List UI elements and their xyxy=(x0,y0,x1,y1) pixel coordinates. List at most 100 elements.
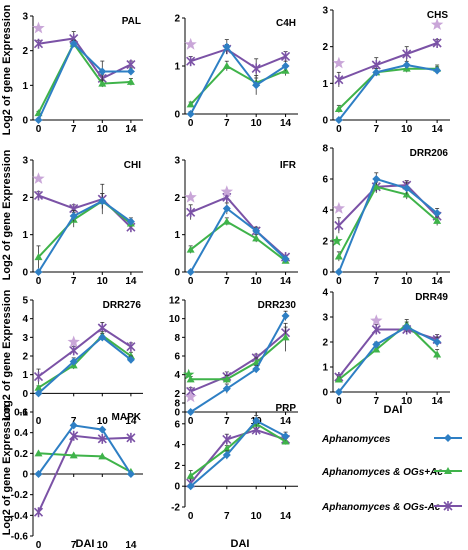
panel-drr206: 0 2 4 6 8 0 7 10 14 DRR206 xyxy=(322,144,450,287)
legend-label: Aphanomyces xyxy=(321,434,391,445)
panel-drr230-series-aphanomyces-point xyxy=(252,365,261,374)
panel-chs-series-aphanomyces-ogs-ac xyxy=(334,38,442,87)
panel-drr49-ytick-label: 1 xyxy=(322,363,328,374)
panel-drr206-series-aphanomyces-ogs-ac-point xyxy=(334,252,343,260)
panel-pal-ytick-label: 2 xyxy=(22,46,28,57)
x-axis-label: DAI xyxy=(384,404,403,416)
panel-prp-series-aphanomyces xyxy=(186,415,290,491)
panel-mapk-series-aphanomyces-ogs-ac-point xyxy=(126,432,136,443)
panel-drr49-xtick-label: 0 xyxy=(336,396,342,407)
panel-drr206-xtick-label: 14 xyxy=(432,276,444,287)
panel-c4h-series-aphanomyces-point xyxy=(186,110,195,118)
panel-mapk-ytick-label: 0 xyxy=(22,470,28,481)
panel-mapk-title: MAPK xyxy=(112,412,142,423)
panel-ifr-series-aphanomyces-point xyxy=(222,204,231,213)
panel-prp-xtick-label: 14 xyxy=(280,511,292,522)
panel-drr276-series-aphanomyces xyxy=(34,333,135,398)
panel-drr230-series-aphanomyces-line xyxy=(190,315,287,413)
panel-drr206-series-aphanomyces-ogs-ac xyxy=(334,180,442,234)
panel-c4h-series-aphanomyces-ogs-ac-line xyxy=(190,48,286,70)
panel-mapk-series-aphanomyces-ogs-ac-line xyxy=(37,434,131,513)
panel-chs-series-aphanomyces-ogs-ac-point xyxy=(334,105,343,112)
panel-drr206-series-aphanomyces-ogs-ac-point xyxy=(334,220,344,231)
panel-prp-ytick-label: 4 xyxy=(174,440,180,451)
panel-ifr-xtick-label: 14 xyxy=(280,276,292,287)
panel-c4h-xtick-label: 0 xyxy=(188,118,194,129)
panel-prp-series-aphanomyces-ogs-ac-point xyxy=(222,444,231,452)
panel-c4h-series-aphanomyces-line xyxy=(189,44,287,115)
panel-c4h-series-aphanomyces-ogs-ac-line xyxy=(189,64,286,106)
panel-drr49-ytick-label: 2 xyxy=(322,338,328,349)
panel-prp-series-aphanomyces-line xyxy=(190,419,287,487)
panel-c4h: 0 1 2 0 7 10 14 C4H xyxy=(174,14,298,129)
panel-mapk-series-aphanomyces-point xyxy=(98,425,107,434)
panel-mapk-xtick-label: 0 xyxy=(36,540,42,550)
panel-drr230-ytick-label: 12 xyxy=(169,296,181,307)
panel-chi-xtick-label: 0 xyxy=(36,276,42,287)
panel-drr230-series-aphanomyces-ogs-ac-line xyxy=(190,336,287,381)
panel-drr276-ytick-label: 1 xyxy=(22,370,28,381)
panel-ifr: 0 1 2 3 0 7 10 14 IFR xyxy=(174,156,298,287)
panel-chs-series-aphanomyces-point xyxy=(433,66,442,75)
panel-ifr-series-aphanomyces-point xyxy=(186,268,195,276)
panel-ifr-series-aphanomyces-line xyxy=(189,207,287,273)
panel-drr49-ytick-label: 0 xyxy=(322,388,328,399)
panel-c4h-series-aphanomyces-ogs-ac-point xyxy=(222,62,231,69)
panel-prp-series-aphanomyces-point xyxy=(222,451,231,459)
panel-ifr-series-aphanomyces xyxy=(186,202,290,276)
panel-drr206-xtick-label: 10 xyxy=(401,276,413,287)
panel-chs-ytick-label: 1 xyxy=(322,79,328,90)
panel-chs-series-aphanomyces-ogs-ac-point xyxy=(334,74,344,85)
panel-pal-series-aphanomyces-ogs-ac-point xyxy=(33,38,44,49)
panel-drr230-series-aphanomyces-ogs-ac-point xyxy=(222,375,231,383)
panel-mapk-xtick-label: 7 xyxy=(71,540,77,550)
panel-mapk-series-aphanomyces-ogs-ac-point xyxy=(69,451,78,459)
panel-drr230: 024681012071014DRR230 xyxy=(169,296,298,427)
panel-drr230-xtick-label: 7 xyxy=(224,416,230,427)
panel-c4h-ytick-label: 2 xyxy=(174,14,180,25)
panel-mapk-series-aphanomyces-ogs-ac xyxy=(33,430,136,518)
panel-mapk-series-aphanomyces-ogs-ac-point xyxy=(69,430,79,441)
panel-drr206-series-aphanomyces xyxy=(334,172,442,276)
panel-drr230-ytick-label: 4 xyxy=(174,370,180,381)
panel-ifr-xtick-label: 7 xyxy=(224,276,230,287)
panel-drr276-series-aphanomyces-line xyxy=(37,336,132,395)
panel-drr206-marker-aphanomyces-ogs-ac xyxy=(331,235,343,246)
panel-drr276-xtick-label: 14 xyxy=(125,416,137,427)
panel-chi-xtick-label: 7 xyxy=(71,276,77,287)
panel-pal-series-aphanomyces-ogs-ac-point xyxy=(98,79,107,87)
panel-mapk-series-aphanomyces xyxy=(34,421,135,478)
panel-pal-series-aphanomyces-ogs-ac xyxy=(34,39,135,117)
panel-chs-series-aphanomyces-point xyxy=(334,116,343,124)
panel-prp-ytick-label: 8 xyxy=(174,399,180,410)
panel-drr206-series-aphanomyces-ogs-ac-point xyxy=(372,182,381,190)
panel-chi-series-aphanomyces-ogs-ac-point xyxy=(34,253,43,261)
panel-drr206-series-aphanomyces-line xyxy=(337,177,438,273)
panel-chi-xtick-label: 14 xyxy=(125,276,137,287)
panel-drr230-ytick-label: 6 xyxy=(174,352,180,363)
panel-drr276-xtick-label: 7 xyxy=(71,416,77,427)
panel-drr276-ytick-label: 2 xyxy=(22,352,28,363)
panel-c4h-significance-star xyxy=(184,37,197,50)
panel-prp-ytick-label: 2 xyxy=(174,461,180,472)
panel-chi-series-aphanomyces xyxy=(34,193,135,276)
panel-mapk-xtick-label: 10 xyxy=(97,540,109,550)
panel-chi-ytick-label: 2 xyxy=(22,193,28,204)
panel-drr276-series-aphanomyces-point xyxy=(69,357,78,366)
panel-drr49-title: DRR49 xyxy=(415,292,448,303)
panel-chi: 0 1 2 3 0 7 10 14 CHI xyxy=(22,156,143,287)
panel-drr206-xtick-label: 0 xyxy=(336,276,342,287)
legend-swatch-marker xyxy=(443,501,453,511)
panel-ifr-series-aphanomyces-ogs-ac-point xyxy=(186,245,195,253)
panel-chi-title: CHI xyxy=(124,160,141,171)
panel-drr276-series-aphanomyces-ogs-ac-point xyxy=(34,383,43,391)
panel-pal-significance-star xyxy=(32,21,45,34)
panel-drr276-ytick-label: -1 xyxy=(19,408,28,419)
panel-ifr-series-aphanomyces-point xyxy=(281,254,290,263)
panel-drr276-series-aphanomyces-ogs-ac-point xyxy=(126,341,136,352)
panel-chs-series-aphanomyces-line xyxy=(338,63,438,121)
panel-ifr-series-aphanomyces-ogs-ac-point xyxy=(222,217,231,225)
panel-prp-xtick-label: 7 xyxy=(224,511,230,522)
panel-chs-series-aphanomyces-ogs-ac-point xyxy=(402,49,412,59)
